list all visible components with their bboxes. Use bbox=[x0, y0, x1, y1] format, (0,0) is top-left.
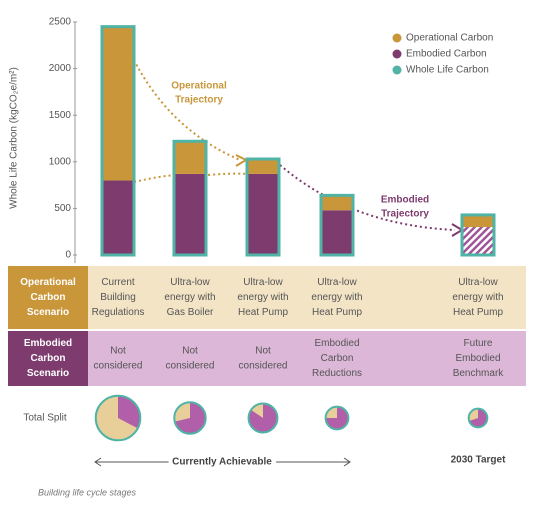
cell-text: considered bbox=[94, 361, 143, 372]
legend-label: Operational Carbon bbox=[406, 33, 493, 44]
annotation: Operational bbox=[171, 81, 227, 92]
table-row bbox=[8, 266, 526, 329]
bar-operational bbox=[462, 214, 494, 228]
bar-whole-life bbox=[460, 213, 496, 257]
legend-marker bbox=[392, 65, 402, 75]
y-tick-label: 0 bbox=[65, 250, 71, 261]
trajectory bbox=[133, 174, 177, 183]
cell-text: Carbon bbox=[321, 353, 354, 364]
legend-label: Whole Life Carbon bbox=[406, 65, 489, 76]
pie-embodied bbox=[174, 402, 206, 434]
cell-text: Current bbox=[101, 277, 135, 288]
bar-whole-life bbox=[172, 139, 208, 257]
cell-text: energy with bbox=[237, 292, 288, 303]
cell-text: Gas Boiler bbox=[167, 307, 214, 318]
y-tick-label: 2500 bbox=[49, 17, 72, 28]
bar-whole-life bbox=[100, 25, 136, 257]
row-header bbox=[8, 266, 88, 329]
cell-text: Benchmark bbox=[453, 368, 505, 379]
arrow-heads bbox=[94, 457, 351, 467]
legend-label: Embodied Carbon bbox=[406, 49, 487, 60]
pie-embodied bbox=[469, 408, 488, 428]
legend-marker bbox=[392, 33, 402, 43]
row-header-text: Embodied bbox=[24, 338, 72, 349]
row-header-text: Scenario bbox=[27, 368, 69, 379]
cell-text: Ultra-low bbox=[458, 277, 498, 288]
bar-operational bbox=[174, 141, 206, 174]
pie-outline bbox=[467, 407, 489, 429]
cell-text: Heat Pump bbox=[312, 307, 362, 318]
cell-text: Not bbox=[182, 346, 198, 357]
annotation: Trajectory bbox=[175, 95, 223, 106]
y-tick-label: 500 bbox=[54, 203, 71, 214]
cell-text: energy with bbox=[452, 292, 503, 303]
y-tick-label: 1500 bbox=[49, 110, 72, 121]
cell-text: Ultra-low bbox=[170, 277, 210, 288]
cell-text: energy with bbox=[164, 292, 215, 303]
y-tick-label: 2000 bbox=[49, 63, 72, 74]
bar-operational bbox=[321, 195, 353, 211]
bar-embodied bbox=[247, 173, 279, 255]
bar-operational bbox=[102, 26, 134, 181]
pie-outline bbox=[94, 394, 142, 442]
bar-whole-life bbox=[245, 157, 281, 257]
row-header-text: Operational bbox=[20, 277, 76, 288]
bar-embodied bbox=[174, 173, 206, 255]
cell-text: Ultra-low bbox=[317, 277, 357, 288]
bar-embodied bbox=[462, 227, 494, 255]
annotation: Trajectory bbox=[381, 209, 429, 220]
bar-whole-life bbox=[319, 193, 355, 257]
footnote: Building life cycle stages bbox=[38, 487, 137, 497]
table-row bbox=[8, 331, 526, 386]
legend-marker bbox=[392, 49, 402, 59]
pie-embodied bbox=[325, 406, 349, 430]
pie-outline bbox=[247, 402, 279, 434]
cell-text: Reductions bbox=[312, 368, 362, 379]
row-header bbox=[8, 331, 88, 386]
pie-embodied bbox=[248, 403, 278, 433]
trajectory bbox=[133, 59, 241, 161]
cell-text: Not bbox=[255, 346, 271, 357]
cell-text: energy with bbox=[311, 292, 362, 303]
cell-text: Regulations bbox=[92, 307, 145, 318]
row-header-text: Carbon bbox=[31, 353, 66, 364]
trajectory bbox=[279, 164, 456, 231]
cell-text: Embodied bbox=[455, 353, 500, 364]
bar-operational bbox=[247, 159, 279, 174]
achievable-label: Currently Achievable bbox=[172, 457, 272, 468]
bar-embodied bbox=[102, 180, 134, 255]
cell-text: Not bbox=[110, 346, 126, 357]
cell-text: considered bbox=[166, 361, 215, 372]
bar-embodied bbox=[321, 210, 353, 255]
split-label: Total Split bbox=[23, 413, 67, 424]
y-tick-label: 1000 bbox=[49, 156, 72, 167]
annotation: Embodied bbox=[381, 195, 429, 206]
pie-outline bbox=[173, 401, 207, 435]
cell-text: Building bbox=[100, 292, 136, 303]
cell-text: Ultra-low bbox=[243, 277, 283, 288]
cell-text: Embodied bbox=[314, 338, 359, 349]
pie-outline bbox=[324, 405, 350, 431]
arrow bbox=[235, 154, 249, 167]
trajectory bbox=[207, 172, 249, 176]
cell-text: considered bbox=[239, 361, 288, 372]
cell-text: Future bbox=[464, 338, 493, 349]
cell-text: Heat Pump bbox=[453, 307, 503, 318]
y-axis-title: Whole Life Carbon (kgCO₂e/m²) bbox=[9, 67, 20, 209]
row-header-text: Carbon bbox=[31, 292, 66, 303]
target-label: 2030 Target bbox=[451, 455, 507, 466]
row-header-text: Scenario bbox=[27, 307, 69, 318]
cell-text: Heat Pump bbox=[238, 307, 288, 318]
